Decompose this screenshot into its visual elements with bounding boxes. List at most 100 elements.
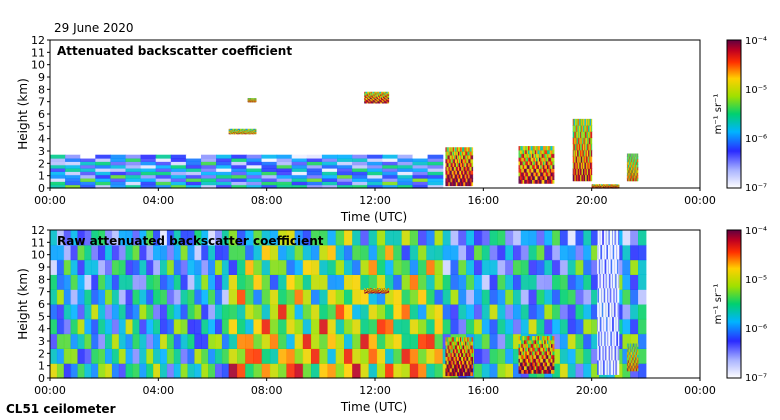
heatmap-cell [540,350,543,356]
heatmap-cell [545,172,548,177]
heatmap-cell [602,287,604,303]
heatmap-cell [524,175,526,180]
heatmap-cell [467,337,469,342]
heatmap-cell [540,179,543,184]
heatmap-cell [375,100,377,103]
heatmap-cell [311,348,320,364]
heatmap-cell [471,367,474,373]
heatmap-cell [617,184,620,186]
heatmap-cell [80,168,96,172]
heatmap-cell [393,230,403,246]
heatmap-cell [387,288,390,290]
heatmap-cell [84,318,92,335]
heatmap-cell [612,230,615,245]
x-tick-label: 04:00 [142,194,174,207]
heatmap-cell [352,289,361,305]
heatmap-cell [434,333,444,349]
heatmap-cell [447,174,450,179]
heatmap-cell [95,174,111,179]
heatmap-cell [513,318,522,335]
heatmap-cell [261,171,278,176]
heatmap-cell [585,125,588,132]
heatmap-cell [201,168,217,172]
heatmap-cell [65,174,81,179]
heatmap-cell [459,356,461,361]
heatmap-cell [590,162,592,169]
heatmap-cell [622,259,631,275]
heatmap-cell [382,154,398,159]
heatmap-cell [606,302,608,318]
y-tick-label: 9 [38,261,45,274]
heatmap-cell [549,175,552,180]
heatmap-cell [608,258,611,274]
heatmap-cell [545,339,548,345]
heatmap-cell [573,155,575,163]
heatmap-cell [600,345,602,361]
heatmap-cell [231,168,247,172]
heatmap-cell [110,181,127,186]
x-tick-label: 12:00 [359,384,391,397]
heatmap-cell [291,178,308,182]
heatmap-cell [319,333,329,349]
heatmap-cell [526,369,529,374]
heatmap-cell [462,360,464,365]
heatmap-cell [253,128,256,130]
heatmap-cell [445,177,447,183]
heatmap-cell [612,273,614,289]
heatmap-cell [302,363,312,379]
heatmap-cell [446,158,449,164]
heatmap-cell [467,162,469,167]
heatmap-cell [584,162,586,169]
heatmap-cell [470,344,472,350]
heatmap-cell [140,158,157,162]
heatmap-cell [521,354,524,359]
heatmap-cell [575,118,577,126]
heatmap-cell [201,304,209,320]
heatmap-cell [466,154,468,160]
heatmap-cell [520,274,530,290]
heatmap-cell [459,344,461,350]
heatmap-cell [548,160,551,166]
heatmap-cell [588,155,591,163]
heatmap-cell [529,343,532,348]
heatmap-cell [56,363,65,379]
heatmap-cell [286,244,296,261]
heatmap-cell [615,258,617,274]
heatmap-cell [253,304,263,320]
heatmap-cell [547,358,549,363]
heatmap-cell [497,230,506,246]
heatmap-cell [453,344,456,350]
heatmap-cell [542,164,545,169]
instrument-label: CL51 ceilometer [6,402,116,416]
heatmap-cell [530,179,533,184]
heatmap-cell [140,164,157,169]
heatmap-cell [374,92,376,95]
heatmap-cell [590,125,593,132]
heatmap-cell [537,172,540,177]
heatmap-cell [221,244,230,261]
heatmap-cell [321,164,338,169]
heatmap-cell [294,259,304,275]
heatmap-cell [445,174,447,179]
heatmap-cell [261,259,271,275]
heatmap-cell [630,333,639,349]
heatmap-cell [452,371,455,377]
heatmap-cell [464,181,466,187]
heatmap-cell [521,339,524,345]
heatmap-cell [153,244,161,261]
heatmap-cell [139,363,147,379]
heatmap-cell [360,274,370,290]
heatmap-cell [468,177,470,183]
heatmap-cell [319,230,329,246]
heatmap-cell [449,348,452,354]
heatmap-cell [465,360,467,365]
heatmap-cell [471,344,474,350]
heatmap-cell [521,175,524,180]
heatmap-cell [518,179,521,184]
heatmap-cell [497,304,506,320]
heatmap-cell [462,181,464,187]
heatmap-cell [637,354,639,358]
heatmap-cell [462,352,464,357]
heatmap-cell [456,181,459,187]
heatmap-cell [505,244,514,261]
